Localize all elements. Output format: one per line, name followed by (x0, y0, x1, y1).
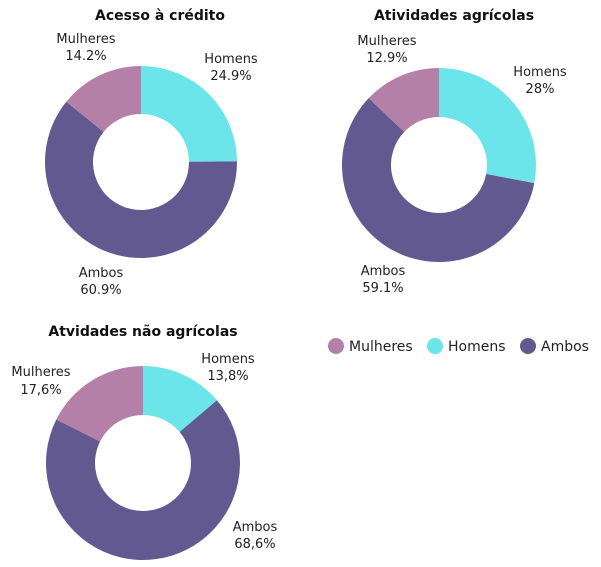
label-ambos-name: Ambos (361, 264, 406, 279)
donut-chart-acesso-credito: Acesso à crédito Mulheres 14.2% Homens 2… (45, 8, 258, 298)
slice-mulheres (56, 366, 144, 442)
label-ambos-value: 68,6% (234, 537, 275, 552)
chart-title: Atividades agrícolas (374, 8, 534, 24)
chart-title: Acesso à crédito (95, 8, 225, 24)
label-homens-name: Homens (513, 65, 567, 80)
label-mulheres-value: 17,6% (20, 383, 61, 398)
slice-ambos (341, 98, 535, 262)
label-mulheres-value: 14.2% (65, 49, 106, 64)
donut-chart-atividades-agricolas: Atividades agrícolas Mulheres 12.9% Home… (341, 8, 567, 296)
label-mulheres-name: Mulheres (357, 34, 416, 49)
legend-swatch-ambos (520, 338, 536, 354)
label-mulheres-name: Mulheres (56, 32, 115, 47)
slice-mulheres (368, 68, 439, 132)
slice-homens (439, 68, 536, 184)
label-homens-value: 24.9% (210, 69, 251, 84)
slice-homens (143, 366, 217, 432)
label-homens-name: Homens (201, 352, 255, 367)
legend-swatch-mulheres (328, 338, 344, 354)
legend-label-ambos: Ambos (541, 339, 589, 355)
label-ambos-name: Ambos (79, 266, 124, 281)
legend-label-mulheres: Mulheres (349, 339, 413, 355)
slice-ambos (45, 400, 241, 560)
slice-mulheres (66, 66, 141, 132)
chart-title: Atvidades não agrícolas (48, 324, 237, 340)
label-homens-name: Homens (204, 52, 258, 67)
slice-homens (141, 66, 237, 162)
label-homens-value: 28% (526, 82, 555, 97)
label-mulheres-name: Mulheres (11, 365, 70, 380)
label-homens-value: 13,8% (207, 369, 248, 384)
donut-chart-atividades-nao-agricolas: Atvidades não agrícolas Mulheres 17,6% H… (11, 324, 277, 560)
legend-label-homens: Homens (448, 339, 506, 355)
slice-ambos (45, 101, 237, 258)
label-ambos-value: 60.9% (80, 283, 121, 298)
legend-swatch-homens (427, 338, 443, 354)
label-ambos-value: 59.1% (362, 281, 403, 296)
label-mulheres-value: 12.9% (366, 51, 407, 66)
label-ambos-name: Ambos (233, 520, 278, 535)
legend: Mulheres Homens Ambos (328, 338, 589, 355)
